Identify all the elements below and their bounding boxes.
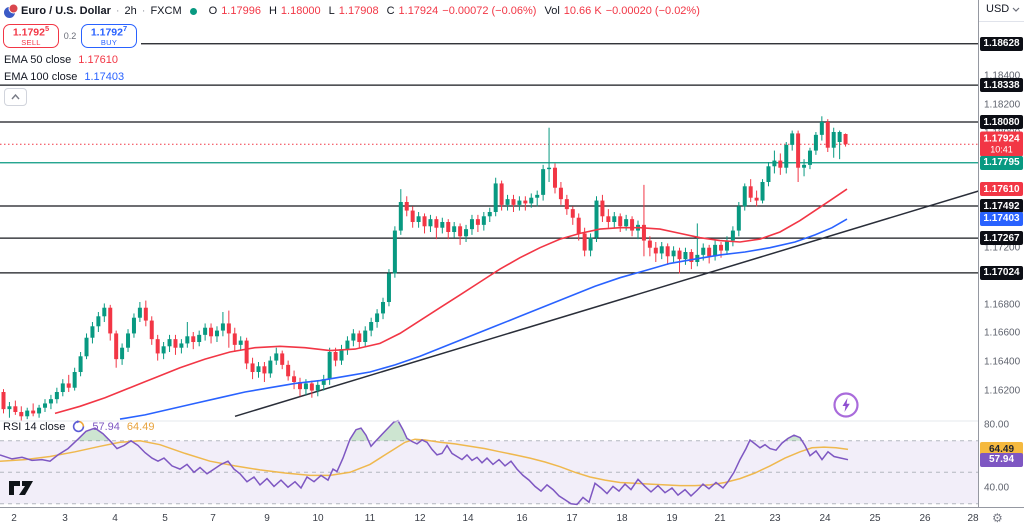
countdown-timer: 10:41 [990, 144, 1013, 155]
sell-price-pip: 5 [44, 24, 50, 34]
price-badge: 1.17403 [980, 211, 1023, 226]
price-badge: 1.17795 [980, 155, 1023, 170]
high-value: 1.18000 [280, 5, 321, 17]
time-label: 23 [769, 513, 781, 524]
time-label: 11 [364, 513, 376, 524]
collapse-legend-button[interactable] [4, 88, 27, 106]
rsi-ma-value: 64.49 [126, 420, 155, 433]
price-badge: 1.18628 [980, 36, 1023, 51]
chevron-up-icon [11, 94, 20, 100]
time-label: 16 [516, 513, 528, 524]
price-badge: 1.17924 10:41 [980, 131, 1023, 157]
ema50-name: EMA 50 close [4, 54, 72, 66]
sell-label: SELL [21, 38, 41, 48]
exchange-label: FXCM [150, 5, 182, 17]
time-axis[interactable]: ⚙ 2 3 4 5 7 9 10 11 12 14 16 17 18 19 21 23 24 25 26 28 [0, 507, 1024, 529]
time-label: 7 [210, 513, 216, 524]
rsi-legend[interactable]: RSI 14 close 57.94 64.49 [3, 420, 154, 433]
price-badge: 1.17610 [980, 182, 1023, 197]
currency-label: USD [986, 3, 1010, 15]
ema100-legend[interactable]: EMA 100 close 1.17403 [4, 71, 131, 83]
price-tick-label: 1.16600 [984, 327, 1021, 339]
volume-value: 10.66 K [563, 5, 602, 17]
time-label: 17 [566, 513, 578, 524]
price-badge: 1.18080 [980, 115, 1023, 129]
price-tick-label: 1.17200 [984, 242, 1021, 254]
volume-label: Vol [544, 5, 560, 17]
rsi-tick-label: 80.00 [984, 419, 1010, 431]
sell-price: 1.1792 [12, 26, 45, 39]
time-label: 4 [112, 513, 118, 524]
refresh-icon[interactable] [72, 420, 85, 433]
time-label: 14 [462, 513, 474, 524]
market-open-dot-icon [189, 7, 197, 15]
price-axis[interactable]: USD 1.184001.182001.180001.172001.168001… [978, 0, 1024, 529]
change-value: −0.00072 (−0.06%) [442, 5, 537, 17]
buy-price: 1.1792 [90, 26, 123, 39]
price-tick-label: 1.18400 [984, 70, 1021, 82]
price-tick-label: 1.16400 [984, 356, 1021, 368]
time-label: 24 [819, 513, 831, 524]
rsi-value: 57.94 [92, 420, 120, 433]
time-label: 5 [162, 513, 168, 524]
spread-value: 0.2 [63, 31, 77, 41]
volume-change: −0.00020 (−0.02%) [605, 5, 700, 17]
header-separator: · [115, 5, 120, 17]
time-label: 25 [869, 513, 881, 524]
time-label: 19 [666, 513, 678, 524]
time-label: 10 [312, 513, 324, 524]
time-label: 2 [11, 513, 17, 524]
trade-panel: 1.17925 SELL 0.2 1.17927 BUY [3, 24, 141, 48]
price-tick-label: 1.16800 [984, 299, 1021, 311]
ema50-value: 1.17610 [78, 54, 119, 66]
high-label: H [268, 5, 277, 17]
ema50-legend[interactable]: EMA 50 close 1.17610 [4, 54, 125, 66]
price-badge: 1.17267 [980, 231, 1023, 246]
axis-divider [979, 21, 1024, 22]
price-badge: 1.17492 [980, 199, 1023, 213]
chart-header[interactable]: Euro / U.S. Dollar · 2h · FXCM O 1.17996 … [21, 2, 708, 20]
ema100-name: EMA 100 close [4, 71, 78, 83]
buy-label: BUY [100, 38, 118, 48]
price-badge: 1.18338 [980, 78, 1023, 93]
time-label: 28 [967, 513, 979, 524]
buy-price-pip: 7 [122, 24, 128, 34]
low-label: L [328, 5, 335, 17]
open-label: O [208, 5, 218, 17]
currency-selector[interactable]: USD [986, 3, 1020, 15]
time-label: 12 [414, 513, 426, 524]
close-value: 1.17924 [398, 5, 439, 17]
price-badge: 1.17024 [980, 265, 1023, 280]
time-label: 21 [714, 513, 726, 524]
buy-button[interactable]: 1.17927 BUY [81, 24, 137, 48]
open-value: 1.17996 [221, 5, 261, 17]
time-label: 26 [919, 513, 931, 524]
sell-button[interactable]: 1.17925 SELL [3, 24, 59, 48]
chevron-down-icon [1012, 7, 1020, 12]
price-tick-label: 1.18200 [984, 99, 1021, 111]
tradingview-logo[interactable] [8, 480, 34, 501]
rsi-name: RSI 14 close [3, 420, 66, 433]
low-value: 1.17908 [338, 5, 379, 17]
time-label: 3 [62, 513, 68, 524]
lightning-bolt-icon[interactable] [832, 391, 860, 419]
ema100-value: 1.17403 [84, 71, 125, 83]
close-label: C [386, 5, 395, 17]
symbol-name[interactable]: Euro / U.S. Dollar [21, 5, 111, 17]
gear-icon[interactable]: ⚙ [992, 511, 1003, 525]
interval-label[interactable]: 2h [124, 5, 137, 17]
symbol-logo-icon [3, 3, 19, 19]
rsi-tick-label: 40.00 [984, 482, 1010, 494]
time-label: 9 [264, 513, 270, 524]
price-tick-label: 1.16200 [984, 385, 1021, 397]
rsi-badge: 57.94 [980, 452, 1023, 467]
time-label: 18 [616, 513, 628, 524]
header-separator: · [141, 5, 146, 17]
